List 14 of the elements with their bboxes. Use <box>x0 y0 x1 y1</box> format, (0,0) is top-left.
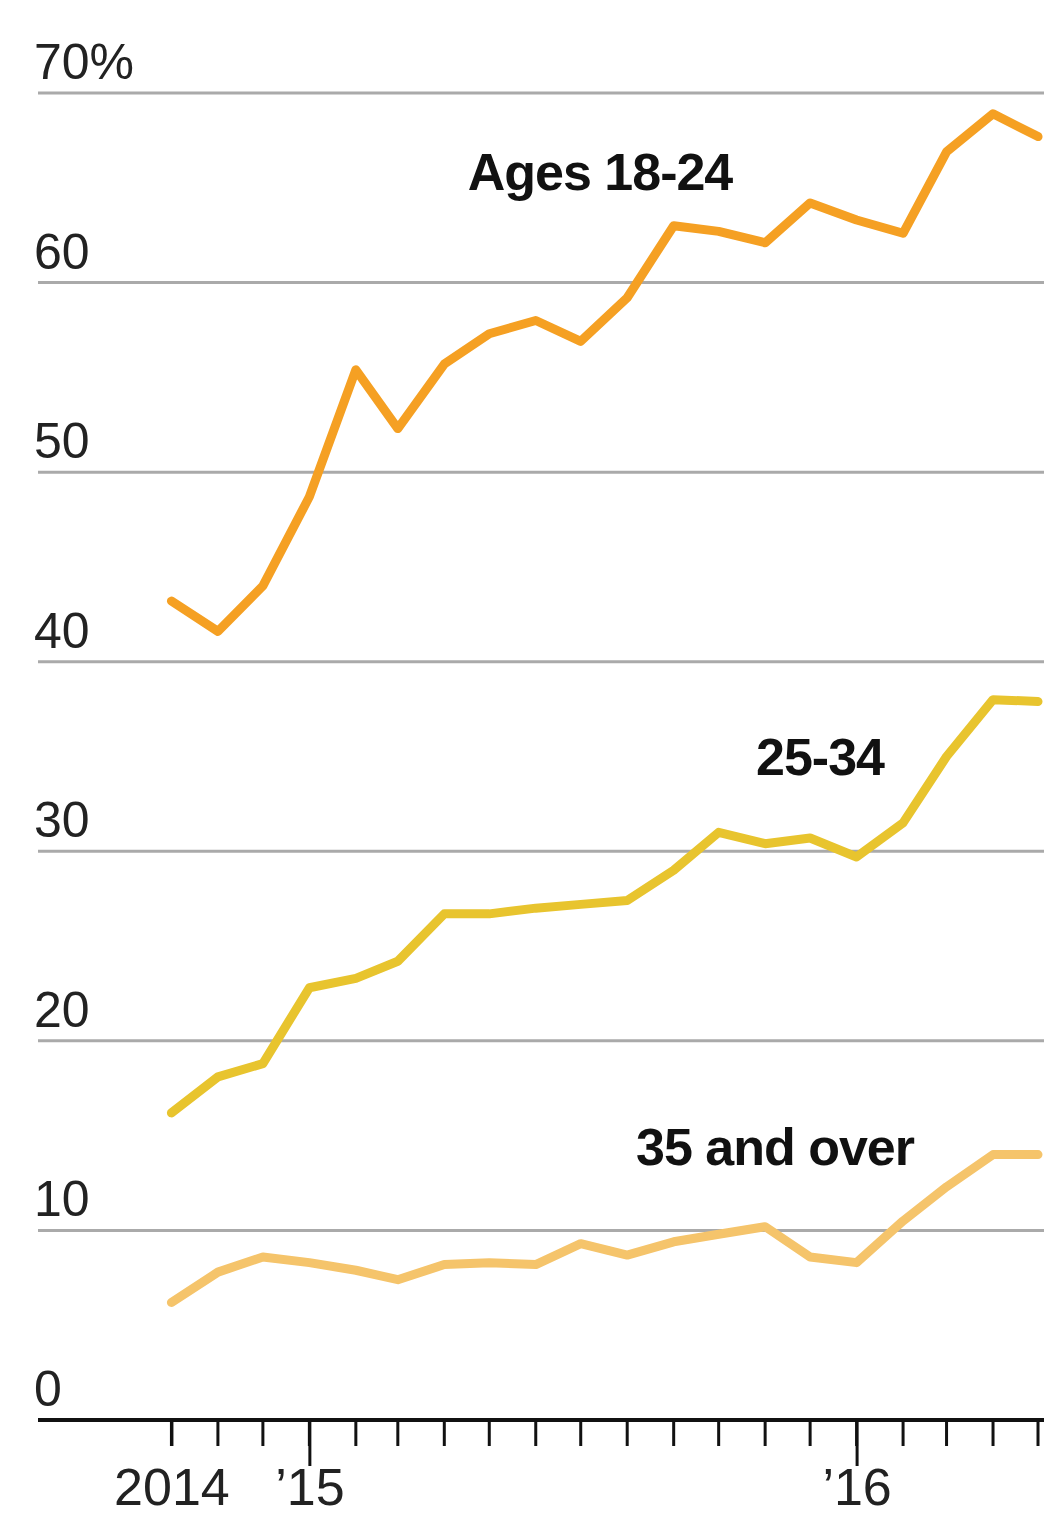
y-tick-label: 20 <box>34 981 90 1038</box>
x-tick-label: ’16 <box>822 1457 892 1516</box>
y-tick-label: 0 <box>34 1361 62 1417</box>
y-tick-label: 40 <box>34 602 90 659</box>
series-label: 25-34 <box>756 728 886 786</box>
x-tick-label: ’15 <box>275 1457 345 1516</box>
y-tick-label: 70% <box>34 34 135 90</box>
y-tick-label: 30 <box>34 792 90 849</box>
series-label: 35 and over <box>635 1118 915 1176</box>
series-label: Ages 18-24 <box>467 143 734 201</box>
y-tick-label: 60 <box>34 223 90 280</box>
y-tick-label: 10 <box>34 1171 90 1228</box>
y-tick-label: 50 <box>34 413 90 470</box>
x-tick-label: 2014 <box>114 1457 230 1516</box>
